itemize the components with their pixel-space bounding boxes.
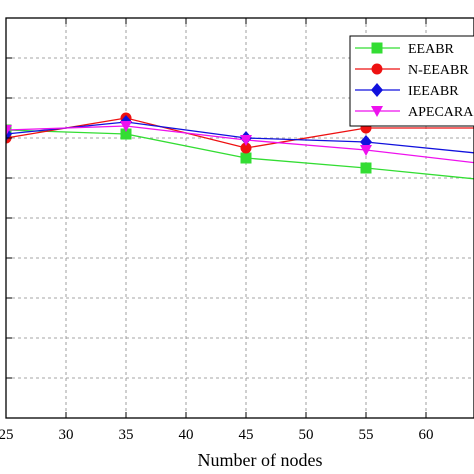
axis-ticks: 25 30 35 40 45 50 55 60 [0,18,434,443]
legend-item: N-EEABR [355,63,469,78]
legend-item: EEABR [355,42,455,57]
x-tick-label: 40 [179,427,194,443]
data-point [360,145,372,156]
data-point [120,128,132,140]
x-tick-label: 50 [299,427,314,443]
series-eeabr [6,124,474,180]
x-tick-label: 35 [119,427,134,443]
legend-item: IEEABR [355,83,459,99]
data-point [240,152,252,164]
x-tick-label: 45 [239,427,254,443]
legend-label: N-EEABR [408,63,469,78]
legend-marker [371,83,383,97]
legend-marker [371,63,383,75]
legend: EEABR N-EEABR IEEABR APECARA [349,35,474,127]
legend-label: EEABR [408,42,455,57]
x-tick-label: 55 [359,427,374,443]
legend-marker [371,42,383,54]
data-point [240,135,252,146]
x-tick-label: 60 [419,427,434,443]
legend-label: APECARA [408,105,474,120]
data-point [6,125,12,136]
data-point [360,162,372,174]
legend-item: APECARA [355,105,474,120]
legend-label: IEEABR [408,84,459,99]
data-point [120,121,132,132]
x-axis-title: Number of nodes [198,450,323,470]
legend-marker [371,106,383,117]
series-apecara [6,121,474,164]
data-point [240,142,252,154]
x-tick-label: 30 [59,427,74,443]
x-tick-label: 25 [0,427,14,443]
